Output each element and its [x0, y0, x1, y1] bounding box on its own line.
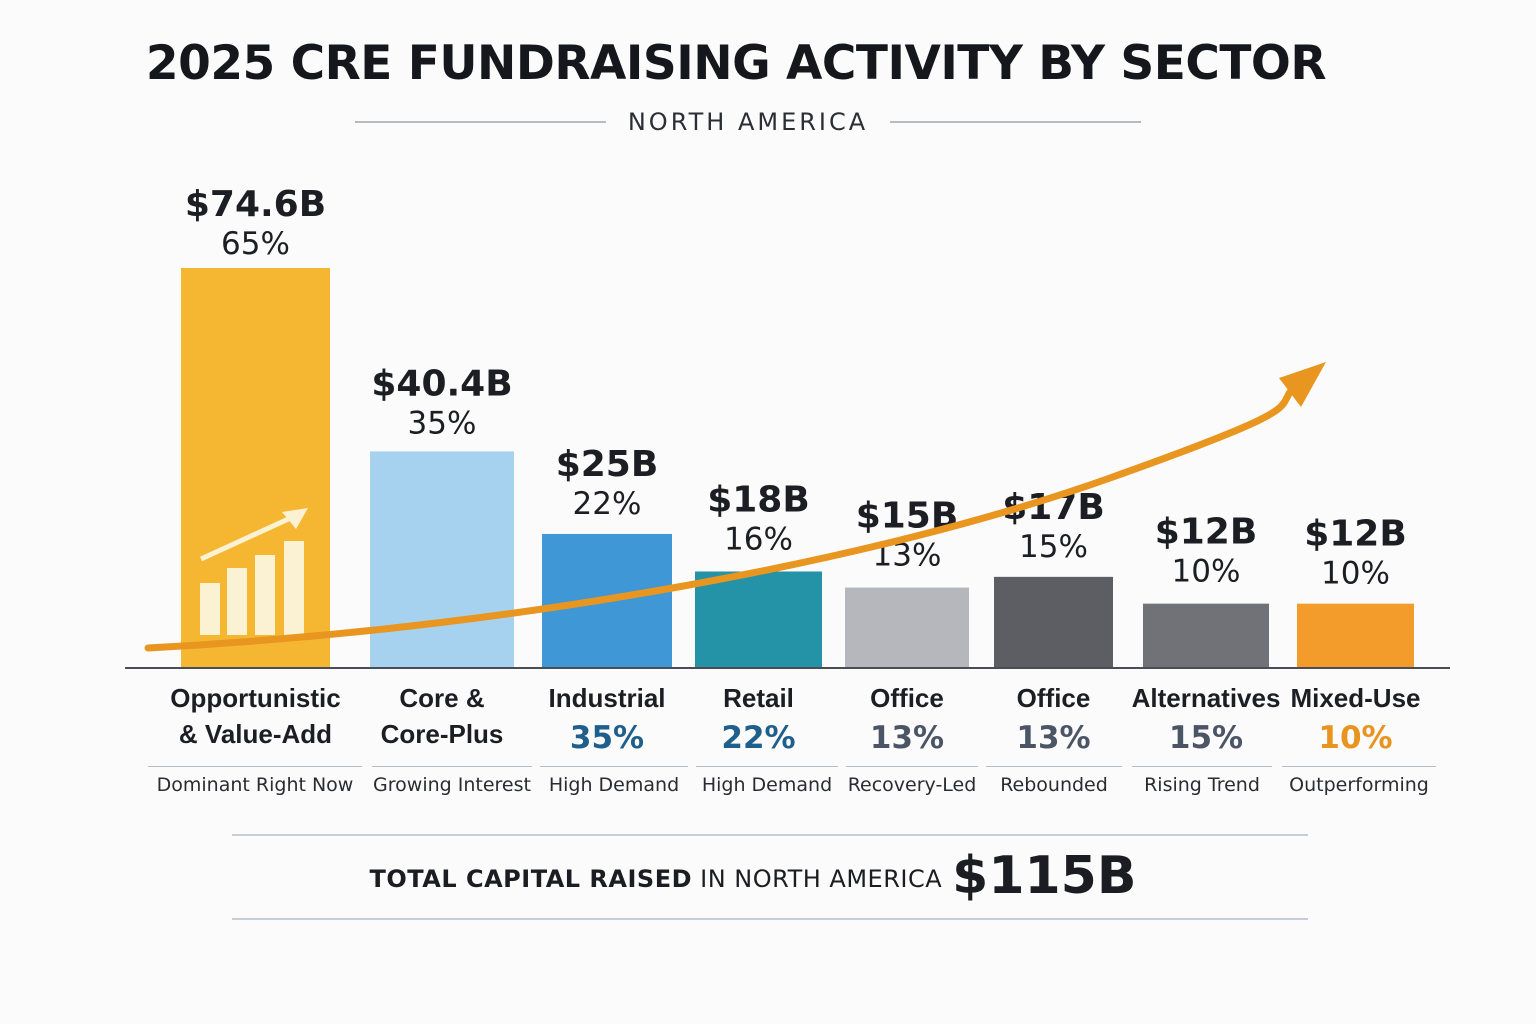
bar-pct-label-5: 15%	[1019, 529, 1088, 565]
bar-pct-label-2: 22%	[573, 486, 642, 522]
trend-arrow	[144, 374, 1308, 652]
category-label-line: Retail	[723, 683, 794, 713]
bar-value-label-0: $74.6B	[185, 184, 326, 225]
category-note-7: Outperforming	[1289, 774, 1429, 796]
category-label-6: Alternatives	[1096, 680, 1316, 716]
chart-title: 2025 CRE FUNDRAISING ACTIVITY BY SECTOR	[145, 36, 1327, 91]
category-label-line: Office	[1016, 683, 1091, 713]
category-pct-3: 22%	[721, 720, 796, 756]
subtitle-row: NORTH AMERICA	[355, 106, 1142, 138]
trend-arrow-head	[1279, 362, 1326, 407]
bar-6	[1143, 603, 1269, 668]
category-note-6: Rising Trend	[1144, 774, 1260, 796]
category-label-0: Opportunistic & Value-Add	[146, 680, 366, 752]
note-divider	[540, 766, 688, 767]
category-label-4: Office	[797, 680, 1017, 716]
bar-3	[695, 571, 822, 668]
bar-value-label-3: $18B	[707, 479, 810, 520]
category-label-2: Industrial	[497, 680, 717, 716]
category-note-5: Rebounded	[1000, 774, 1108, 796]
category-label-line: Mixed-Use	[1290, 683, 1421, 713]
total-rule-bottom	[232, 918, 1308, 920]
total-bold-label: TOTAL CAPITAL RAISED	[369, 865, 693, 893]
subtitle-rule-left	[355, 121, 606, 123]
note-divider	[1132, 766, 1272, 767]
category-label-line: Core-Plus	[380, 719, 504, 749]
note-divider	[986, 766, 1122, 767]
total-label: IN NORTH AMERICA	[692, 865, 943, 893]
category-label-line: Opportunistic	[170, 683, 341, 713]
bar-value-label-1: $40.4B	[371, 363, 512, 404]
category-note-3: High Demand	[701, 774, 833, 796]
category-note-1: Growing Interest	[373, 774, 531, 796]
category-label-line: Industrial	[548, 683, 666, 713]
note-divider	[148, 766, 362, 767]
category-label-line: Office	[870, 683, 944, 713]
category-pct-4: 13%	[869, 720, 945, 756]
category-label-line: Core &	[399, 683, 485, 713]
bar-value-label-6: $12B	[1155, 512, 1258, 553]
bar-4	[845, 587, 969, 668]
category-note-2: High Demand	[548, 774, 680, 796]
bar-value-label-7: $12B	[1304, 514, 1407, 555]
bar-1	[370, 451, 514, 668]
bar-pct-label-6: 10%	[1172, 554, 1241, 590]
category-label-line: & Value-Add	[178, 719, 333, 749]
category-label-5: Office	[944, 680, 1164, 716]
total-value: $115B	[952, 846, 1137, 906]
category-pct-7: 10%	[1318, 720, 1393, 756]
bar-pct-label-7: 10%	[1321, 556, 1390, 592]
category-pct-2: 35%	[569, 720, 645, 756]
category-label-7: Mixed-Use	[1246, 680, 1466, 716]
bar-pct-label-1: 35%	[408, 405, 477, 441]
note-divider	[846, 766, 978, 767]
bar-pct-label-0: 65%	[221, 226, 290, 262]
bar-pct-label-3: 16%	[724, 521, 793, 557]
note-divider	[372, 766, 532, 767]
category-note-0: Dominant Right Now	[156, 774, 354, 796]
category-note-4: Recovery-Led	[847, 774, 977, 796]
bar-5	[994, 576, 1113, 668]
category-pct-5: 13%	[1016, 720, 1091, 756]
total-capital: TOTAL CAPITAL RAISED IN NORTH AMERICA $11…	[0, 846, 1506, 906]
category-pct-6: 15%	[1168, 720, 1244, 756]
growth-chart-icon	[199, 508, 308, 635]
chart-subtitle: NORTH AMERICA	[627, 108, 869, 136]
category-label-line: Alternatives	[1131, 683, 1281, 713]
bar-value-label-2: $25B	[556, 444, 659, 485]
category-label-1: Core & Core-Plus	[332, 680, 552, 752]
category-label-3: Retail	[649, 680, 869, 716]
subtitle-rule-right	[890, 121, 1142, 123]
note-divider	[696, 766, 838, 767]
note-divider	[1282, 766, 1436, 767]
total-rule-top	[232, 834, 1308, 836]
bar-7	[1297, 603, 1414, 668]
